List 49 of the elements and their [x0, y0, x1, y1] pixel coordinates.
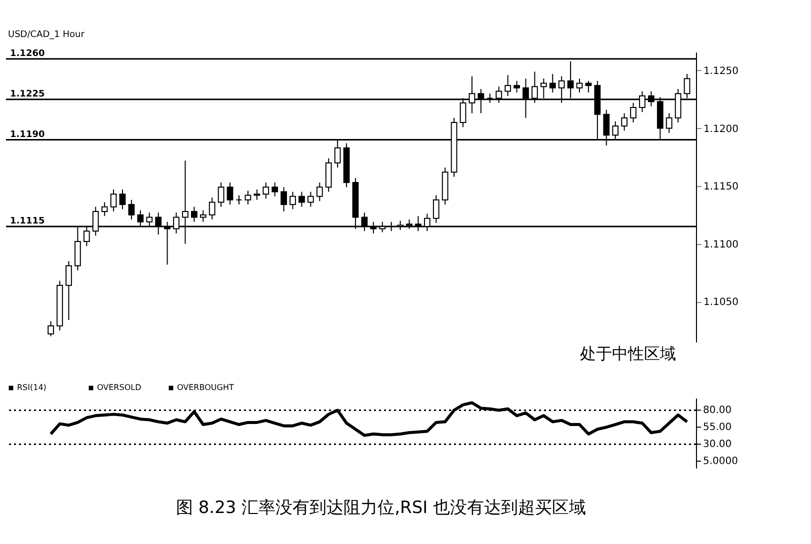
candlestick — [218, 182, 224, 208]
legend-label: OVERBOUGHT — [177, 383, 234, 392]
ref-line-label: 1.1115 — [10, 216, 45, 226]
candlestick — [621, 112, 628, 132]
text: 处于中性区域 — [580, 344, 676, 363]
candlestick — [226, 182, 234, 206]
candlestick — [504, 74, 512, 96]
candlestick — [272, 182, 278, 197]
ref-line-label: 1.1190 — [10, 130, 45, 140]
candlestick — [119, 188, 126, 210]
candlestick — [549, 73, 556, 93]
candlestick — [432, 194, 440, 224]
legend-label: OVERSOLD — [97, 383, 142, 392]
candlestick — [254, 188, 260, 200]
candlestick — [66, 260, 72, 321]
candlestick — [101, 202, 108, 217]
candlestick — [48, 320, 54, 337]
y-tick-label: 1.1150 — [704, 182, 738, 193]
candlestick — [110, 188, 117, 212]
legend-label: RSI(14) — [17, 383, 46, 392]
candlestick — [200, 210, 206, 222]
candlestick — [128, 199, 135, 220]
candlestick — [262, 182, 270, 200]
candlestick — [576, 78, 583, 93]
candlestick — [307, 191, 314, 208]
candlestick — [190, 206, 198, 222]
candlestick — [280, 186, 287, 212]
candlestick — [585, 80, 592, 93]
candlestick — [666, 112, 672, 134]
chart-title: USD/CAD_1 Hour — [8, 30, 85, 40]
y-tick-label: 1.1100 — [704, 239, 738, 250]
candlestick — [298, 191, 305, 208]
candlestick — [290, 191, 296, 210]
y-tick-label: 5.0000 — [703, 456, 738, 468]
ref-line-label: 1.1225 — [10, 89, 45, 100]
y-tick-label: 80.00 — [703, 405, 732, 416]
y-tick-label: 55.00 — [703, 422, 732, 434]
candlestick — [316, 182, 323, 202]
candlestick — [244, 190, 252, 206]
candlestick — [236, 194, 242, 206]
caption: 图 8.23 汇率没有到达阻力位,RSI 也没有达到超买区域 — [176, 498, 586, 518]
y-tick-label: 1.1050 — [704, 297, 738, 308]
y-tick-label: 1.1200 — [704, 124, 738, 135]
candlestick — [630, 102, 636, 123]
y-tick-label: 30.00 — [703, 439, 732, 450]
y-tick-label: 1.1250 — [704, 66, 738, 77]
candlestick — [514, 80, 520, 93]
candlestick — [208, 197, 216, 220]
ref-line-label: 1.1260 — [10, 48, 45, 59]
